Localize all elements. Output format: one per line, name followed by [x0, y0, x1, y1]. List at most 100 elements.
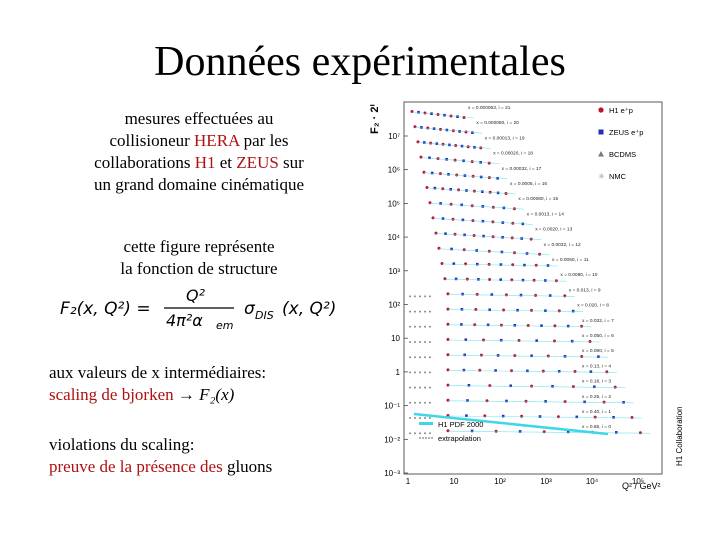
- text-line: aux valeurs de x intermédiaires:: [49, 363, 267, 382]
- h1-point: [474, 308, 478, 311]
- zeus-point: [615, 431, 618, 434]
- bin-label: x = 0.25, i = 2: [582, 394, 611, 400]
- h1-point: [554, 279, 558, 283]
- zeus-point: [465, 414, 468, 417]
- zeus-point: [566, 430, 570, 434]
- fixed-target-point: [419, 356, 421, 359]
- h1-point: [524, 399, 528, 403]
- legend-marker: [598, 151, 604, 157]
- legend-label: NMC: [609, 172, 627, 181]
- fixed-target-point: [414, 356, 416, 359]
- legend: H1 e⁺p ZEUS e⁺p BCDMS ✳ NMC H1 PDF 2000 extrap…: [419, 106, 643, 443]
- h1-point: [530, 308, 533, 312]
- bin-label: x = 0.0013, i = 14: [527, 211, 564, 217]
- fixed-target-point: [409, 386, 411, 389]
- zeus-point: [462, 368, 466, 372]
- fixed-target-point: [429, 341, 431, 343]
- y-tick-label: 10⁴: [388, 233, 401, 242]
- fixed-target-point: [419, 432, 421, 435]
- h1-point: [517, 339, 521, 342]
- formula-args: (x, Q²): [282, 299, 336, 319]
- fit-curve: [447, 324, 592, 328]
- zeus-point: [450, 247, 453, 251]
- zeus-point: [463, 233, 466, 237]
- zeus-point: [496, 354, 500, 357]
- fixed-target-point: [414, 386, 416, 389]
- h1-point: [520, 414, 524, 418]
- h1-point: [630, 416, 634, 419]
- formula-sigma: σ: [244, 299, 256, 319]
- zeus-point: [571, 309, 575, 313]
- fixed-target-point: [409, 371, 411, 374]
- zeus-point: [476, 262, 479, 266]
- bin-label: x = 0.0032, i = 12: [544, 242, 581, 248]
- collaboration-label: H1 Collaboration: [675, 406, 684, 466]
- h1-point: [563, 294, 567, 298]
- h1-point: [563, 400, 567, 404]
- zeus-point: [563, 355, 567, 358]
- fixed-target-point: [409, 325, 411, 328]
- fit-curve: [447, 309, 584, 312]
- text-line: scaling de bjorken → F₂(x): [49, 385, 235, 404]
- zeus-point: [551, 385, 554, 388]
- zeus-point: [439, 202, 442, 205]
- h1-point: [464, 262, 468, 266]
- zeus-point: [499, 278, 502, 281]
- h1-point: [429, 141, 433, 145]
- legend-marker: [598, 107, 604, 113]
- data-points: [409, 110, 651, 436]
- fixed-target-point: [409, 356, 411, 359]
- h1-point: [446, 292, 450, 296]
- fit-curve: [441, 263, 559, 267]
- bin-label: x = 0.13, i = 4: [582, 363, 611, 369]
- zeus-point: [452, 262, 456, 265]
- h1-point: [638, 431, 642, 435]
- zeus-point: [546, 264, 550, 267]
- fixed-target-point: [409, 295, 411, 298]
- zeus-point: [526, 369, 529, 373]
- fixed-target-point: [419, 295, 421, 298]
- fit-curve: [447, 294, 575, 297]
- fixed-target-point: [424, 325, 426, 328]
- x-bin-labels: x = 0.000063, i = 21 x = 0.000080, i = 20…: [468, 105, 614, 430]
- h1-point: [438, 172, 442, 176]
- h1-point: [479, 146, 483, 150]
- h1-point: [453, 232, 457, 236]
- fixed-target-point: [419, 371, 421, 374]
- zeus-point: [417, 110, 420, 114]
- h1-point: [483, 414, 487, 418]
- h1-point: [541, 369, 545, 373]
- y-tick-label: 10⁵: [388, 199, 400, 208]
- zeus-point: [461, 292, 464, 296]
- zeus-point: [548, 294, 552, 297]
- zeus-point: [544, 309, 547, 312]
- y-tick-label: 10²: [388, 301, 400, 310]
- bin-label: x = 0.00020, i = 18: [493, 151, 533, 157]
- h1-point: [485, 399, 489, 403]
- zeus-highlight: ZEUS: [236, 153, 279, 172]
- h1-point: [437, 246, 441, 250]
- bin-label: x = 0.000080, i = 20: [476, 120, 519, 126]
- x-tick-label: 10³: [540, 477, 552, 486]
- bin-label: x = 0.00013, i = 19: [485, 135, 525, 141]
- fit-curve: [423, 172, 508, 180]
- zeus-point: [513, 324, 517, 327]
- bin-label: x = 0.0050, i = 11: [552, 257, 589, 263]
- formula-sigma-sub: DIS: [255, 309, 274, 322]
- fit-curve: [435, 233, 542, 240]
- fixed-target-point: [414, 417, 416, 419]
- x-tick-label: 10: [450, 477, 459, 486]
- zeus-point: [544, 279, 547, 282]
- formula-den-sub: em: [216, 319, 233, 332]
- h1-point: [510, 278, 514, 282]
- bin-label: x = 0.013, i = 9: [569, 287, 601, 293]
- h1-point: [534, 263, 538, 267]
- bin-label: x = 0.65, i = 0: [582, 424, 611, 430]
- fixed-target-point: [429, 310, 431, 313]
- zeus-point: [575, 415, 579, 419]
- plot-frame: [403, 101, 663, 475]
- fit-curve: [447, 415, 643, 419]
- h1-point: [478, 368, 482, 372]
- zeus-point: [538, 415, 542, 418]
- fixed-target-point: [419, 310, 421, 313]
